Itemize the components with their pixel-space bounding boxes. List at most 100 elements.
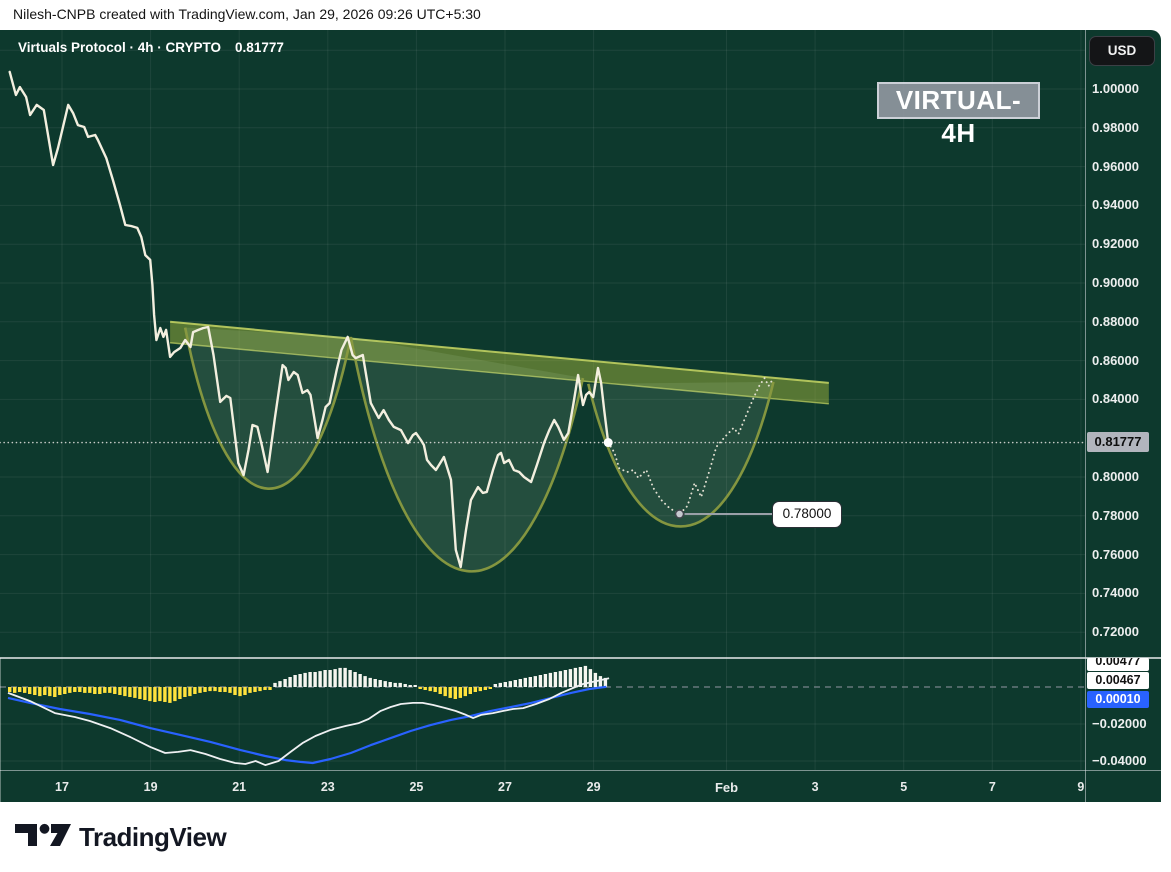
- macd-histogram-bar: [198, 687, 202, 693]
- macd-histogram-bar: [378, 680, 382, 687]
- macd-signal-line[interactable]: [7, 685, 607, 765]
- macd-histogram-bar: [168, 687, 172, 703]
- symbol-header[interactable]: Virtuals Protocol · 4h · CRYPTO 0.81777: [18, 40, 284, 55]
- macd-histogram-bar: [603, 677, 608, 687]
- time-tick-label: 19: [143, 780, 158, 794]
- macd-main-line[interactable]: [7, 677, 610, 766]
- macd-histogram-bar: [548, 672, 553, 687]
- macd-histogram-bar: [473, 687, 477, 692]
- macd-histogram-bar: [178, 687, 182, 699]
- cup-pattern-arc-3[interactable]: [587, 381, 775, 528]
- time-tick-label: 17: [55, 780, 69, 794]
- chart-panel[interactable]: Virtuals Protocol · 4h · CRYPTO 0.81777 U…: [0, 30, 1161, 802]
- macd-histogram-bar: [113, 687, 117, 694]
- macd-histogram-bar: [338, 667, 342, 687]
- macd-histogram-bar: [108, 687, 112, 693]
- macd-histogram-bar: [208, 687, 212, 692]
- macd-histogram-bar: [308, 672, 312, 687]
- chart-canvas[interactable]: [0, 30, 1161, 802]
- macd-histogram-bar: [478, 687, 482, 692]
- macd-histogram-bar: [253, 687, 257, 692]
- time-tick-label: 25: [409, 780, 424, 794]
- macd-histogram-bar: [333, 669, 337, 687]
- tradingview-wordmark: TradingView: [79, 822, 227, 852]
- macd-histogram-bar: [458, 687, 462, 698]
- current-price-label: 0.81777: [1087, 432, 1149, 452]
- macd-histogram-bar: [278, 681, 282, 687]
- macd-histogram-bar: [518, 679, 522, 687]
- time-tick-label: 9: [1077, 780, 1085, 794]
- macd-histogram-bar: [148, 687, 152, 702]
- target-point-dot[interactable]: [674, 509, 685, 519]
- macd-histogram-bar: [513, 680, 517, 687]
- header-last-price: 0.81777: [235, 40, 284, 55]
- macd-histogram-bar: [88, 687, 92, 693]
- macd-histogram-bar: [533, 676, 537, 687]
- macd-histogram-bar: [343, 667, 347, 687]
- macd-histogram-bar: [508, 681, 512, 687]
- cup-pattern-fill-1[interactable]: [185, 327, 351, 489]
- price-tick-label: 0.74000: [1092, 585, 1139, 601]
- macd-histogram-bar: [243, 687, 247, 695]
- macd-histogram-bar: [43, 687, 47, 695]
- macd-histogram-bar: [438, 687, 442, 694]
- macd-histogram-bar: [563, 670, 568, 687]
- macd-histogram-bar: [128, 687, 132, 697]
- cup-pattern-arc-2[interactable]: [349, 336, 585, 573]
- macd-histogram-bar: [358, 674, 362, 687]
- macd-histogram-bar: [323, 670, 327, 687]
- macd-histogram-bar: [578, 667, 583, 687]
- macd-histogram-bar: [263, 687, 267, 690]
- macd-line-value-label: 0.00467: [1087, 672, 1149, 689]
- macd-histogram-bar: [23, 687, 27, 693]
- price-tick-label: 0.94000: [1092, 197, 1139, 213]
- tradingview-logo[interactable]: TradingView: [13, 818, 433, 858]
- macd-histogram-bar: [158, 687, 162, 702]
- macd-histogram-bar: [138, 687, 142, 699]
- macd-histogram-bar: [118, 687, 122, 695]
- tradingview-logo-icon: [15, 823, 71, 846]
- time-tick-label: 21: [232, 780, 247, 794]
- macd-histogram-bar: [8, 687, 12, 692]
- time-tick-label: 23: [320, 780, 335, 794]
- macd-histogram-bar: [53, 687, 57, 697]
- resistance-band[interactable]: [170, 321, 829, 404]
- symbol-title[interactable]: Virtuals Protocol · 4h · CRYPTO: [18, 40, 222, 55]
- macd-histogram-bar: [293, 675, 297, 687]
- macd-histogram-bar: [183, 687, 187, 697]
- macd-histogram-bar: [73, 687, 77, 692]
- macd-histogram-bar: [68, 687, 72, 693]
- macd-histogram-bar: [268, 687, 272, 690]
- price-tick-label: 0.78000: [1092, 507, 1139, 523]
- macd-histogram-bar: [233, 687, 237, 695]
- macd-histogram-bar: [103, 687, 107, 693]
- macd-histogram-bar: [573, 667, 578, 687]
- price-tick-label: 1.00000: [1092, 81, 1139, 96]
- price-line[interactable]: [8, 70, 610, 569]
- price-tick-label: 0.92000: [1092, 236, 1139, 252]
- time-tick-label: 5: [900, 780, 908, 794]
- watermark-label[interactable]: VIRTUAL-4H: [877, 82, 1040, 148]
- macd-histogram-bar: [393, 682, 397, 687]
- projected-path[interactable]: [607, 376, 773, 516]
- macd-histogram-bar: [273, 682, 277, 687]
- macd-histogram-bar: [488, 687, 492, 689]
- cup-pattern-arc-1[interactable]: [183, 327, 353, 490]
- currency-button[interactable]: USD: [1089, 36, 1155, 66]
- time-tick-label: 7: [988, 780, 996, 794]
- macd-histogram-bar: [228, 687, 232, 693]
- macd-histogram-bar: [528, 677, 532, 687]
- last-price-dot: [603, 438, 613, 448]
- macd-histogram-bar: [13, 687, 17, 693]
- cup-pattern-fill-3[interactable]: [588, 381, 774, 527]
- time-tick-label: Feb: [714, 780, 739, 795]
- macd-histogram-bar: [553, 672, 558, 687]
- footer-bar: TradingView: [0, 802, 1171, 872]
- macd-histogram-bar: [78, 687, 82, 692]
- price-target-callout[interactable]: 0.78000: [772, 501, 842, 528]
- cup-pattern-fill-2[interactable]: [350, 336, 583, 572]
- macd-histogram-bar: [543, 674, 548, 687]
- macd-histogram-bar: [223, 687, 227, 692]
- macd-histogram-bar: [98, 687, 102, 694]
